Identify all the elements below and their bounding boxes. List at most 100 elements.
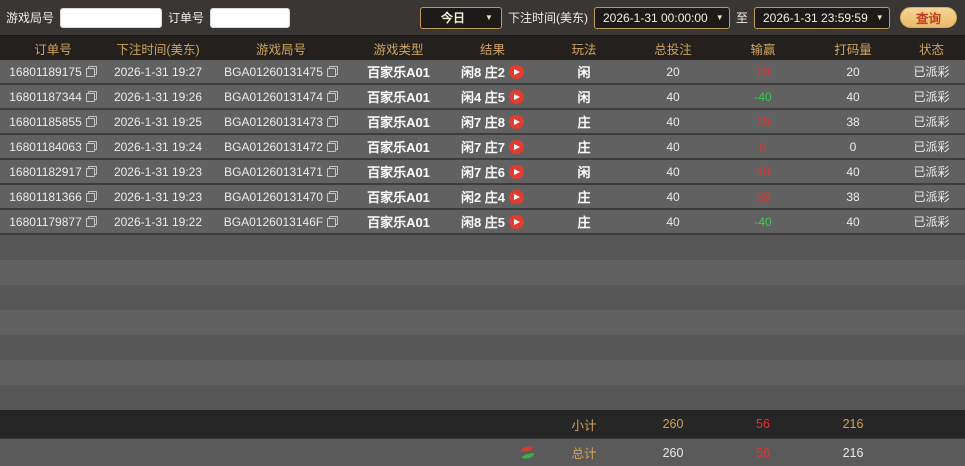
result-cell: 闲7 庄6	[445, 162, 540, 181]
round-no-cell: BGA01260131473	[210, 115, 352, 129]
total-label: 总计	[571, 447, 597, 461]
subtotal-row: 小计 260 56 216	[0, 410, 965, 438]
result-cell: 闲4 庄5	[445, 87, 540, 106]
chevron-down-icon: ▼	[715, 13, 724, 22]
turnover-cell: 40	[846, 164, 860, 179]
order-no-value: 16801179877	[9, 214, 82, 229]
game-type-cell: 百家乐A01	[367, 165, 430, 180]
header-play-type: 玩法	[571, 42, 597, 57]
bet-time-cell: 2026-1-31 19:25	[113, 114, 203, 129]
play-video-icon[interactable]	[509, 64, 525, 79]
turnover-cell: 38	[846, 114, 860, 129]
copy-icon[interactable]	[327, 216, 339, 227]
round-no-value: BGA01260131470	[224, 189, 323, 204]
order-no-value: 16801185855	[9, 114, 82, 129]
turnover-cell: 0	[849, 139, 857, 154]
bet-time-cell: 2026-1-31 19:23	[113, 189, 203, 204]
play-type-cell: 闲	[577, 90, 591, 105]
chevron-down-icon: ▼	[485, 13, 493, 22]
copy-icon[interactable]	[326, 191, 338, 202]
game-type-cell: 百家乐A01	[367, 90, 430, 105]
period-select[interactable]: 今日 ▼	[419, 6, 502, 29]
start-time-value: 2026-1-31 00:00:00	[602, 10, 708, 25]
result-value: 闲2 庄4	[460, 190, 506, 205]
game-round-input[interactable]	[60, 7, 163, 28]
total-total-bet: 260	[662, 445, 684, 460]
result-value: 闲8 庄5	[460, 215, 506, 230]
subtotal-win-loss: 56	[756, 417, 770, 431]
total-row: 总计 260 56 216	[0, 438, 965, 466]
play-video-icon[interactable]	[509, 164, 525, 179]
game-round-label: 游戏局号	[6, 11, 55, 25]
end-time-value: 2026-1-31 23:59:59	[762, 10, 868, 25]
result-value: 闲7 庄6	[460, 165, 506, 180]
copy-icon[interactable]	[326, 91, 338, 102]
round-no-value: BGA01260131473	[224, 114, 323, 129]
table-row: 16801182917 2026-1-31 19:23 BGA012601314…	[0, 160, 965, 185]
result-value: 闲8 庄2	[460, 65, 506, 80]
result-cell: 闲7 庄8	[445, 112, 540, 131]
play-video-icon[interactable]	[509, 139, 525, 154]
copy-icon[interactable]	[85, 91, 97, 102]
total-bet-cell: 20	[666, 64, 680, 79]
table-body: 16801189175 2026-1-31 19:27 BGA012601314…	[0, 60, 965, 410]
result-cell: 闲8 庄2	[445, 62, 540, 81]
copy-icon[interactable]	[85, 166, 97, 177]
turnover-cell: 20	[846, 64, 860, 79]
order-no-cell: 16801187344	[0, 90, 106, 104]
copy-icon[interactable]	[85, 116, 97, 127]
copy-icon[interactable]	[326, 166, 338, 177]
copy-icon[interactable]	[85, 66, 97, 77]
bet-time-cell: 2026-1-31 19:27	[113, 64, 203, 79]
order-no-input[interactable]	[210, 7, 291, 28]
copy-icon[interactable]	[85, 191, 97, 202]
order-no-cell: 16801182917	[0, 165, 106, 179]
play-type-cell: 闲	[577, 165, 591, 180]
empty-row	[0, 310, 965, 335]
play-video-icon[interactable]	[509, 189, 525, 204]
status-cell: 已派彩	[913, 115, 950, 129]
win-loss-cell: 38	[756, 114, 770, 129]
order-no-cell: 16801184063	[0, 140, 106, 154]
total-bet-cell: 40	[666, 189, 680, 204]
empty-row	[0, 285, 965, 310]
header-turnover: 打码量	[834, 42, 872, 57]
header-order-no: 订单号	[34, 42, 72, 57]
copy-icon[interactable]	[326, 66, 338, 77]
copy-icon[interactable]	[326, 141, 338, 152]
copy-icon[interactable]	[326, 116, 338, 127]
table-row: 16801184063 2026-1-31 19:24 BGA012601314…	[0, 135, 965, 160]
empty-row	[0, 335, 965, 360]
filter-bar: 游戏局号 订单号 今日 ▼ 下注时间(美东) 2026-1-31 00:00:0…	[0, 0, 965, 36]
round-no-cell: BGA0126013146F	[210, 215, 352, 229]
round-no-value: BGA01260131475	[224, 64, 323, 79]
copy-icon[interactable]	[85, 216, 97, 227]
to-label: 至	[735, 11, 748, 25]
order-no-cell: 16801181366	[0, 190, 106, 204]
win-loss-cell: 0	[759, 139, 767, 154]
total-bet-cell: 40	[666, 214, 680, 229]
header-round-no: 游戏局号	[255, 42, 306, 57]
status-cell: 已派彩	[913, 165, 950, 179]
play-type-cell: 闲	[577, 65, 591, 80]
end-time-select[interactable]: 2026-1-31 23:59:59 ▼	[753, 6, 890, 29]
empty-row	[0, 385, 965, 410]
empty-row	[0, 235, 965, 260]
play-video-icon[interactable]	[509, 214, 525, 229]
start-time-select[interactable]: 2026-1-31 00:00:00 ▼	[593, 6, 730, 29]
copy-icon[interactable]	[85, 141, 97, 152]
result-cell: 闲7 庄7	[445, 137, 540, 156]
total-bet-cell: 40	[666, 89, 680, 104]
play-type-cell: 庄	[577, 215, 591, 230]
play-video-icon[interactable]	[509, 89, 525, 104]
play-type-cell: 庄	[577, 115, 591, 130]
empty-row	[0, 260, 965, 285]
order-no-value: 16801184063	[9, 139, 82, 154]
win-loss-cell: 40	[756, 164, 770, 179]
play-video-icon[interactable]	[509, 114, 525, 129]
table-row: 16801179877 2026-1-31 19:22 BGA012601314…	[0, 210, 965, 235]
game-type-cell: 百家乐A01	[367, 115, 430, 130]
win-loss-cell: 38	[756, 189, 770, 204]
query-button[interactable]: 查询	[899, 7, 957, 28]
